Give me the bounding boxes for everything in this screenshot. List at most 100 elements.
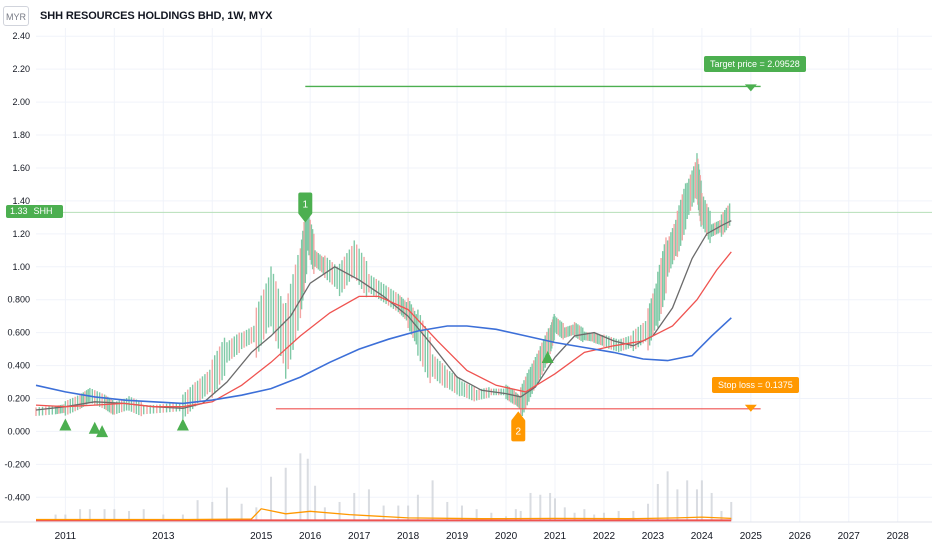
y-tick-label-5: 0.600 (7, 328, 30, 338)
volume-bar (460, 505, 463, 521)
marker-1-pointer (298, 213, 313, 223)
y-tick-label-3: 0.200 (7, 394, 30, 404)
volume-bar (475, 509, 478, 521)
x-tick-label-7: 2018 (397, 531, 420, 542)
marker-2-box (511, 419, 526, 442)
volume-bar (79, 509, 82, 521)
y-tick-label-2: 0.000 (7, 426, 30, 436)
buy-signal-triangle (59, 418, 72, 431)
x-tick-label-12: 2023 (642, 531, 665, 542)
volume-bar (54, 514, 57, 521)
y-tick-label-1: -0.200 (4, 459, 30, 469)
volume-bar (700, 480, 703, 521)
marker-1-box (298, 192, 313, 215)
volume-bar (549, 492, 552, 521)
volume-bar (514, 509, 517, 521)
buy-signal-triangle (96, 425, 109, 438)
currency-selector[interactable]: MYR (3, 6, 29, 26)
volume-bar (730, 501, 733, 521)
current-price-value: 1.33 (10, 206, 28, 216)
x-tick-label-11: 2022 (593, 531, 616, 542)
x-tick-label-2: 2013 (152, 531, 175, 542)
volume-bar (632, 510, 635, 521)
volume-bar (382, 505, 385, 521)
stop-loss-label: Stop loss = 0.1375 (712, 377, 799, 393)
volume-bar (407, 505, 410, 521)
volume-bar (181, 514, 184, 521)
x-tick-label-8: 2019 (446, 531, 469, 542)
volume-bar (353, 492, 356, 521)
volume-bar (666, 471, 669, 521)
volume-bar (573, 512, 576, 521)
stop-pointer (744, 404, 757, 412)
volume-bar (431, 480, 434, 521)
x-tick-label-9: 2020 (495, 531, 518, 542)
marker-1-label: 1 (303, 200, 309, 211)
y-tick-label-4: 0.400 (7, 361, 30, 371)
y-tick-label-13: 2.20 (12, 64, 30, 74)
target-pointer (744, 84, 757, 92)
volume-bar (583, 509, 586, 521)
volume-bar (103, 509, 106, 521)
volume-bar (710, 492, 713, 521)
volume-bar (196, 500, 199, 521)
volume-bar (338, 501, 341, 521)
volume-bar (299, 453, 302, 521)
volume-bar (539, 494, 542, 521)
y-tick-label-10: 1.60 (12, 163, 30, 173)
volume-bar (656, 483, 659, 521)
volume-bar (647, 503, 650, 521)
x-tick-label-17: 2028 (887, 531, 910, 542)
volume-bar (593, 514, 596, 521)
series-volume_ma (36, 508, 732, 521)
x-tick-label-13: 2024 (691, 531, 714, 542)
x-tick-label-15: 2026 (789, 531, 812, 542)
volume-bar (617, 510, 620, 521)
volume-bar (553, 498, 556, 521)
volume-bar (563, 507, 566, 521)
target-price-label: Target price = 2.09528 (704, 56, 806, 72)
y-tick-label-8: 1.20 (12, 229, 30, 239)
x-tick-label-16: 2027 (838, 531, 861, 542)
y-tick-label-0: -0.400 (4, 492, 30, 502)
volume-bar (416, 494, 419, 521)
volume-bar (211, 501, 214, 521)
buy-signal-triangle (176, 418, 189, 431)
volume-bar (113, 509, 116, 521)
volume-bar (397, 505, 400, 521)
y-tick-label-7: 1.00 (12, 262, 30, 272)
volume-bar (695, 489, 698, 521)
volume-bar (88, 509, 91, 521)
volume-bar (490, 512, 493, 521)
x-tick-label-6: 2017 (348, 531, 371, 542)
marker-2-pointer (511, 411, 526, 421)
volume-bar (306, 458, 309, 521)
volume-bar (446, 501, 449, 521)
buy-signal-triangle (88, 421, 101, 434)
volume-bar (128, 510, 131, 521)
volume-bar (529, 492, 532, 521)
volume-bar (162, 514, 165, 521)
volume-bar (284, 467, 287, 521)
volume-bar (240, 503, 243, 521)
x-tick-label-10: 2021 (544, 531, 567, 542)
volume-bar (686, 480, 689, 521)
volume-bar (519, 510, 522, 521)
y-tick-label-12: 2.00 (12, 97, 30, 107)
marker-2-label: 2 (515, 426, 521, 437)
series-ma_mid (35, 251, 732, 408)
current-price-symbol: SHH (33, 206, 53, 216)
y-tick-label-9: 1.40 (12, 196, 30, 206)
volume-bar (142, 509, 145, 521)
volume-bar (323, 507, 326, 521)
volume-bar (270, 476, 273, 521)
series-ma_long (35, 317, 732, 405)
y-tick-label-14: 2.40 (12, 31, 30, 41)
buy-signal-triangle (541, 350, 554, 363)
volume-bar (367, 489, 370, 521)
volume-bar (225, 487, 228, 521)
volume-bar (314, 485, 317, 521)
y-tick-label-11: 1.80 (12, 130, 30, 140)
